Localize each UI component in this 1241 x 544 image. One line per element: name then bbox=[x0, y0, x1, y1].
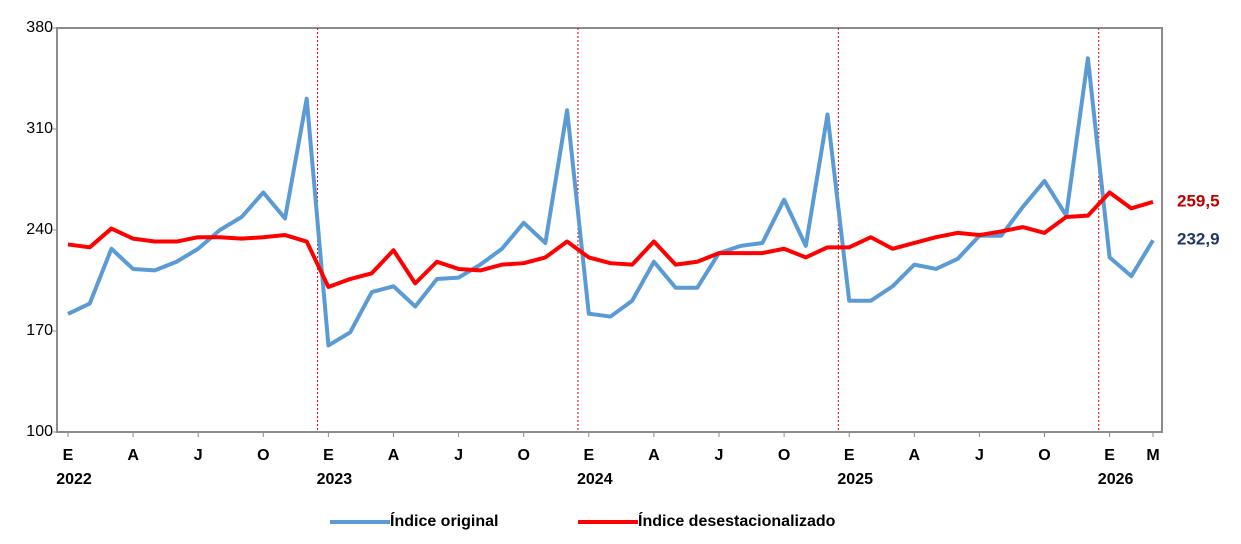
year-label: 2026 bbox=[1098, 471, 1134, 488]
x-tick-label: E bbox=[63, 447, 74, 464]
x-tick-label: O bbox=[257, 447, 269, 464]
x-tick-label: J bbox=[715, 447, 724, 464]
x-tick-label: A bbox=[388, 447, 400, 464]
value-label: 232,9 bbox=[1177, 230, 1220, 249]
series-line bbox=[67, 56, 1155, 348]
series-line bbox=[67, 190, 1154, 289]
y-tick-label: 170 bbox=[26, 322, 53, 339]
x-tick-label: J bbox=[454, 447, 463, 464]
year-label: 2024 bbox=[577, 471, 613, 488]
legend-label: Índice desestacionalizado bbox=[638, 511, 836, 530]
year-label: 2025 bbox=[837, 471, 873, 488]
year-label: 2022 bbox=[56, 471, 92, 488]
y-tick-label: 100 bbox=[26, 423, 53, 440]
x-tick-label: E bbox=[323, 447, 334, 464]
y-tick-label: 380 bbox=[26, 19, 53, 36]
x-tick-label: O bbox=[517, 447, 529, 464]
x-tick-label: O bbox=[778, 447, 790, 464]
value-label: 259,5 bbox=[1177, 191, 1220, 210]
y-tick-label: 310 bbox=[26, 120, 53, 137]
x-tick-label: J bbox=[975, 447, 984, 464]
x-tick-label: E bbox=[844, 447, 855, 464]
year-label: 2023 bbox=[317, 471, 353, 488]
x-tick-label: A bbox=[909, 447, 921, 464]
x-tick-label: A bbox=[127, 447, 139, 464]
x-tick-label: J bbox=[194, 447, 203, 464]
x-tick-label: E bbox=[583, 447, 594, 464]
x-tick-label: M bbox=[1146, 447, 1159, 464]
x-tick-label: A bbox=[648, 447, 660, 464]
legend-label: Índice original bbox=[390, 511, 498, 530]
x-tick-label: O bbox=[1038, 447, 1050, 464]
x-tick-label: E bbox=[1104, 447, 1115, 464]
y-tick-label: 240 bbox=[26, 221, 53, 238]
